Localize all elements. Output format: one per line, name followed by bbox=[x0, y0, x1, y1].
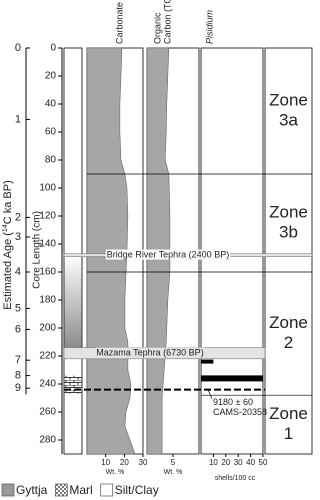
zone-label: Zone bbox=[269, 313, 308, 332]
depth-tick-label: 220 bbox=[39, 351, 56, 362]
x-tick-label: 20 bbox=[221, 458, 230, 467]
tephra-label-bg bbox=[105, 249, 231, 260]
zone-label: Zone bbox=[269, 202, 308, 221]
zone-label: 3b bbox=[279, 222, 298, 241]
age-axis-title: Estimated Age (14C ka BP) bbox=[2, 180, 14, 309]
legend-label: Gyttja bbox=[16, 483, 48, 497]
age-axis-title-part: C ka BP) bbox=[2, 180, 14, 224]
tephra-label: Bridge River Tephra (2400 BP) bbox=[107, 250, 229, 260]
date-label: 9180 ± 60 bbox=[213, 397, 253, 407]
age-tick-label: 5 bbox=[15, 302, 21, 314]
age-tick-label: 3 bbox=[15, 231, 21, 243]
chart: 0 1 2 3 4 5 6 7 89 Estimated Age (14C ka BP) 0 20 40… bbox=[1, 0, 313, 497]
x-tick-label: 10 bbox=[101, 458, 110, 467]
depth-tick-label: 20 bbox=[45, 71, 57, 82]
depth-tick-label: 80 bbox=[45, 155, 57, 166]
depth-tick-label: 0 bbox=[50, 43, 56, 54]
x-tick-label: 30 bbox=[139, 458, 148, 467]
age-tick-label: 1 bbox=[15, 113, 21, 125]
legend-swatch bbox=[100, 483, 114, 497]
legend-label: Marl bbox=[69, 483, 92, 497]
x-tick-label: 20 bbox=[120, 458, 129, 467]
age-axis-title-part: Estimated Age ( bbox=[2, 232, 14, 310]
depth-tick-label: 100 bbox=[39, 183, 56, 194]
tephra-label: Mazama Tephra (6730 BP) bbox=[96, 348, 203, 358]
legend-label: Silt/Clay bbox=[115, 483, 159, 497]
age-tick-label: 7 bbox=[15, 354, 21, 366]
zone-label: Zone bbox=[269, 90, 308, 109]
zone-label: Zone bbox=[269, 404, 308, 423]
panel-title: Organic bbox=[152, 12, 162, 44]
depth-axis-title: Core Length (cm) bbox=[32, 211, 43, 289]
depth-tick-label: 40 bbox=[45, 99, 57, 110]
age-tick-label: 2 bbox=[15, 211, 21, 223]
age-tick-label: 8 bbox=[15, 370, 21, 382]
x-tick-label: 10 bbox=[209, 458, 218, 467]
depth-tick-label: 240 bbox=[39, 379, 56, 390]
date-label: CAMS-20358 bbox=[213, 407, 267, 417]
date-pointer bbox=[207, 389, 213, 399]
depth-tick-label: 60 bbox=[45, 127, 57, 138]
age-tick-label: 6 bbox=[15, 323, 21, 335]
age-tick-label: 9 bbox=[15, 382, 21, 394]
x-tick-label: 50 bbox=[259, 458, 268, 467]
depth-tick-label: 260 bbox=[39, 407, 56, 418]
age-tick-label: 4 bbox=[15, 266, 21, 278]
depth-tick-label: 280 bbox=[39, 435, 56, 446]
depth-tick-label: 160 bbox=[39, 267, 56, 278]
lithology-unit bbox=[64, 255, 82, 348]
panel-title: Carbon (TOC) bbox=[162, 0, 172, 44]
legend-swatch bbox=[1, 483, 15, 497]
x-axis-label: Wt. % bbox=[106, 469, 125, 476]
zone-label: 1 bbox=[284, 424, 293, 443]
zone-label: 3a bbox=[279, 110, 298, 129]
x-tick-label: 30 bbox=[234, 458, 243, 467]
bar bbox=[201, 375, 263, 382]
panel-title: Pisidium bbox=[204, 9, 214, 44]
x-axis-label: shells/100 cc bbox=[215, 475, 256, 482]
bar bbox=[201, 359, 214, 364]
depth-tick-label: 180 bbox=[39, 295, 56, 306]
age-axis-title-part: 14 bbox=[2, 224, 9, 232]
x-tick-label: 5 bbox=[171, 458, 176, 467]
age-tick-label: 0 bbox=[15, 42, 21, 54]
lithology-unit bbox=[64, 375, 82, 394]
depth-tick-label: 200 bbox=[39, 323, 56, 334]
tephra-label-bg bbox=[95, 347, 205, 358]
zone-column bbox=[264, 47, 313, 455]
legend-swatch bbox=[54, 483, 68, 497]
depth-tick-label: 120 bbox=[39, 211, 56, 222]
depth-tick-label: 140 bbox=[39, 239, 56, 250]
zone-label: 2 bbox=[284, 333, 293, 352]
x-tick-label: 40 bbox=[246, 458, 255, 467]
panel-title: Carbonate (LOI) bbox=[114, 0, 124, 44]
x-axis-label: Wt. % bbox=[164, 469, 183, 476]
